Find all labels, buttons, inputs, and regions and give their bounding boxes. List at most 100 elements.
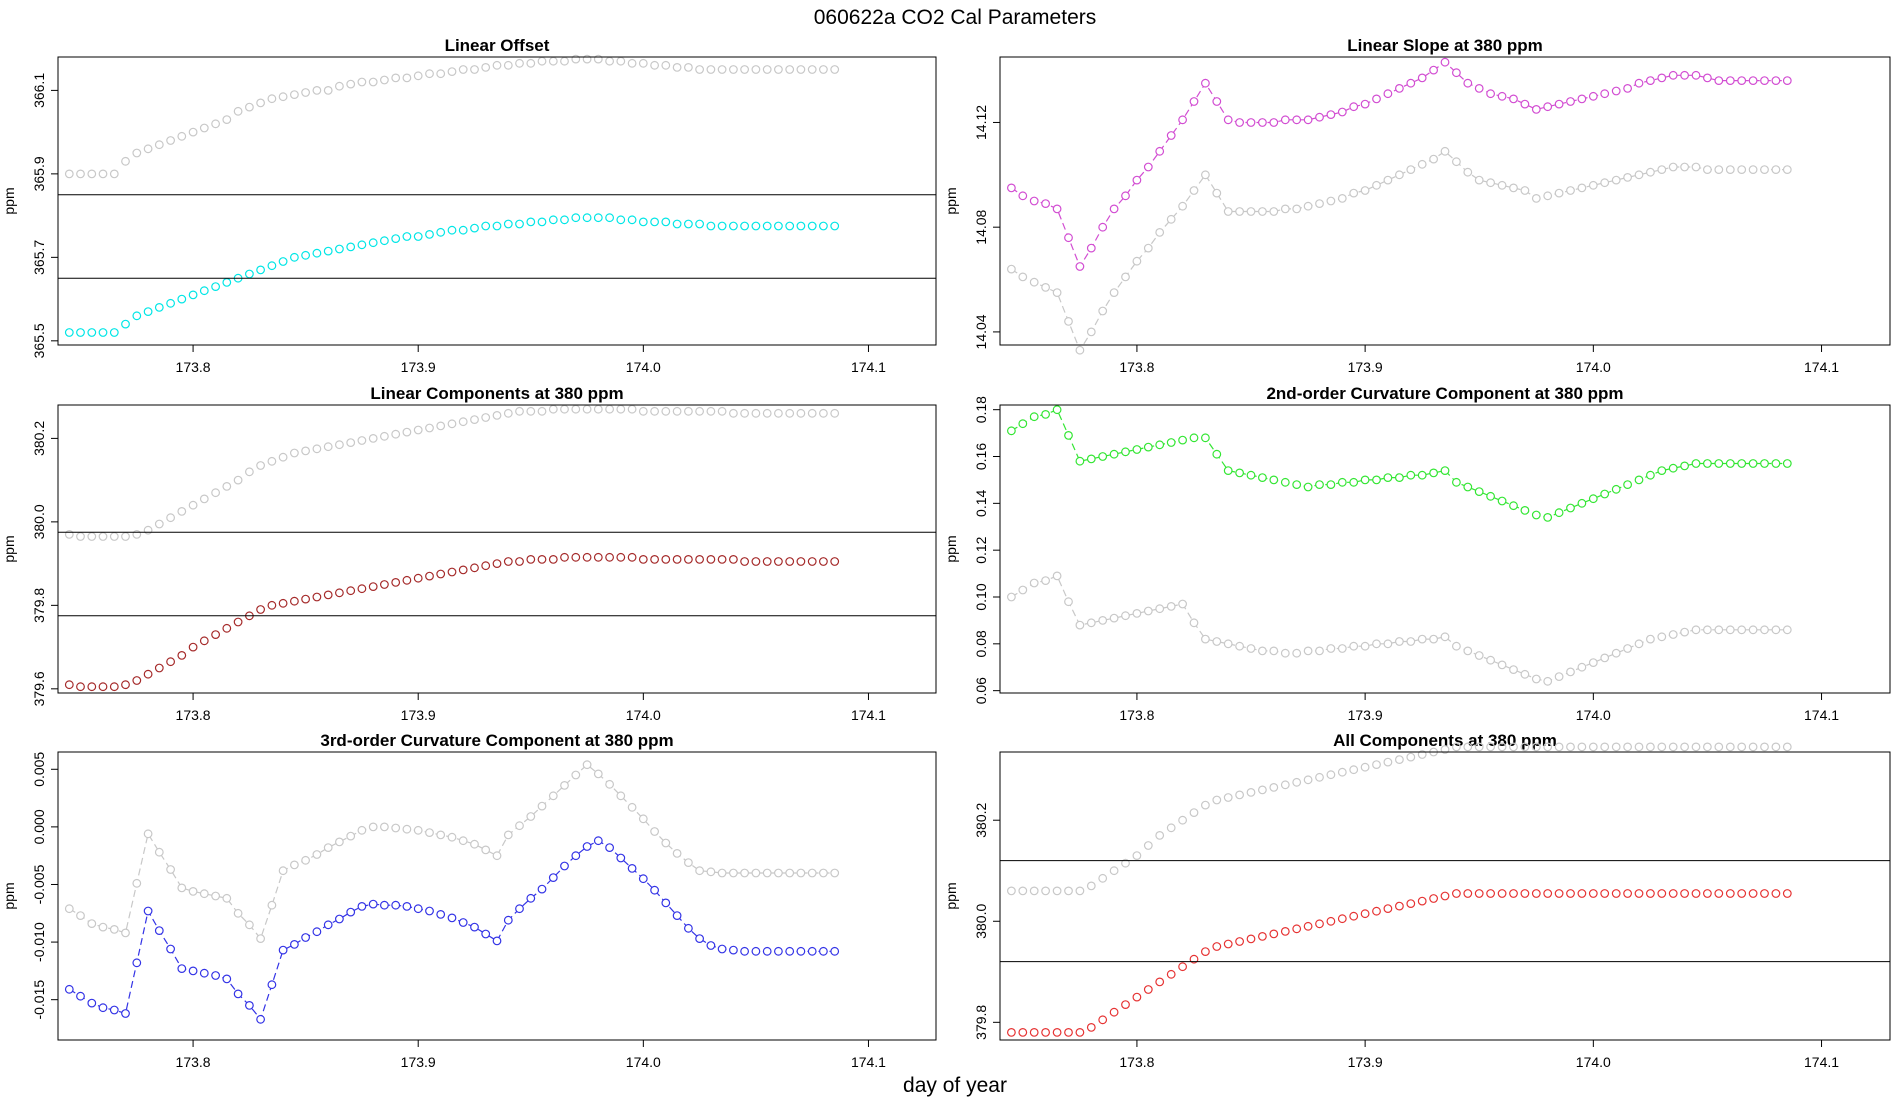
data-point: [1588, 91, 1598, 101]
data-point: [1588, 180, 1598, 190]
y-tick-label: 366.1: [31, 73, 47, 108]
data-point: [1554, 508, 1564, 518]
plot-frame: [999, 751, 1891, 1041]
data-point: [526, 58, 536, 68]
data-point: [1440, 466, 1450, 476]
y-tick-label: -0.015: [31, 980, 47, 1020]
data-point: [87, 919, 97, 928]
data-point: [571, 54, 581, 64]
plot-frame: [57, 56, 937, 346]
x-tick-label: 173.8: [176, 707, 211, 723]
data-point: [751, 408, 761, 418]
data-point: [1509, 742, 1518, 752]
data-point: [1771, 625, 1781, 635]
data-point: [380, 431, 389, 441]
data-point: [650, 217, 659, 227]
data-point: [740, 65, 749, 74]
data-point: [244, 102, 254, 112]
data-point: [1531, 889, 1541, 898]
data-point: [650, 555, 659, 564]
data-point: [323, 442, 333, 452]
data-point: [1737, 889, 1747, 898]
data-point: [830, 408, 840, 418]
data-point: [1189, 954, 1199, 964]
data-point: [526, 893, 536, 903]
data-point: [380, 822, 389, 832]
data-point: [76, 169, 85, 179]
data-point: [188, 966, 198, 976]
data-point: [1566, 503, 1575, 513]
data-point: [1064, 1027, 1073, 1037]
data-point: [301, 446, 311, 456]
data-point: [368, 434, 378, 443]
data-point: [1543, 889, 1553, 898]
data-point: [1680, 461, 1689, 471]
data-point: [1520, 186, 1530, 195]
data-point: [87, 328, 97, 337]
data-point: [1748, 742, 1758, 752]
data-point: [548, 404, 558, 414]
data-point: [98, 169, 108, 179]
data-point: [1394, 755, 1404, 764]
data-point: [1737, 459, 1747, 468]
data-point: [1645, 889, 1655, 898]
data-point: [1098, 1015, 1108, 1025]
data-point: [1760, 459, 1769, 468]
data-point: [1531, 193, 1541, 203]
data-point: [571, 213, 581, 223]
data-point: [1406, 637, 1416, 646]
data-point: [1566, 667, 1575, 677]
panel-3: Linear Components at 380 ppm 173.8 173.9 17…: [1, 384, 937, 723]
data-point: [1143, 985, 1153, 994]
data-point: [1623, 889, 1632, 898]
data-point: [312, 850, 322, 859]
data-point: [425, 69, 434, 79]
y-axis-label: ppm: [1, 535, 17, 562]
data-point: [1315, 772, 1324, 782]
panel-1: Linear Offset 173.8 173.9 174.0 174.1 365.5 36…: [1, 36, 937, 375]
data-point: [188, 127, 198, 137]
data-point: [762, 557, 772, 566]
data-point: [515, 219, 524, 229]
data-point: [470, 65, 479, 74]
data-point: [751, 65, 761, 74]
data-point: [1303, 482, 1313, 492]
data-point: [402, 427, 412, 437]
data-point: [1497, 742, 1507, 752]
data-point: [582, 842, 592, 851]
data-point: [1121, 191, 1130, 201]
x-tick-label: 174.0: [1576, 359, 1611, 375]
data-point: [1052, 571, 1062, 581]
data-point: [64, 904, 74, 914]
data-point: [436, 421, 446, 431]
data-point: [796, 408, 806, 418]
data-point: [1771, 76, 1781, 85]
data-point: [222, 974, 232, 984]
data-point: [1075, 456, 1085, 466]
data-point: [425, 229, 434, 239]
data-point: [323, 590, 333, 600]
data-point: [121, 1009, 130, 1018]
data-point: [593, 213, 603, 223]
data-point: [222, 893, 232, 903]
data-point: [1634, 742, 1644, 752]
data-point: [211, 971, 221, 980]
data-point: [368, 77, 378, 87]
data-point: [1680, 742, 1689, 752]
data-point: [267, 980, 277, 990]
data-point: [335, 588, 344, 598]
data-point: [425, 828, 434, 837]
data-point: [267, 900, 277, 910]
data-point: [1315, 919, 1324, 929]
data-point: [1029, 277, 1039, 287]
data-point: [1007, 886, 1016, 896]
data-point: [717, 406, 727, 416]
data-point: [1474, 487, 1484, 497]
data-point: [1166, 969, 1176, 979]
data-point: [537, 555, 547, 564]
data-point: [1166, 131, 1176, 140]
y-tick-label: 379.8: [31, 588, 47, 623]
data-point: [458, 225, 468, 235]
data-point: [1451, 477, 1461, 487]
data-point: [256, 98, 266, 108]
